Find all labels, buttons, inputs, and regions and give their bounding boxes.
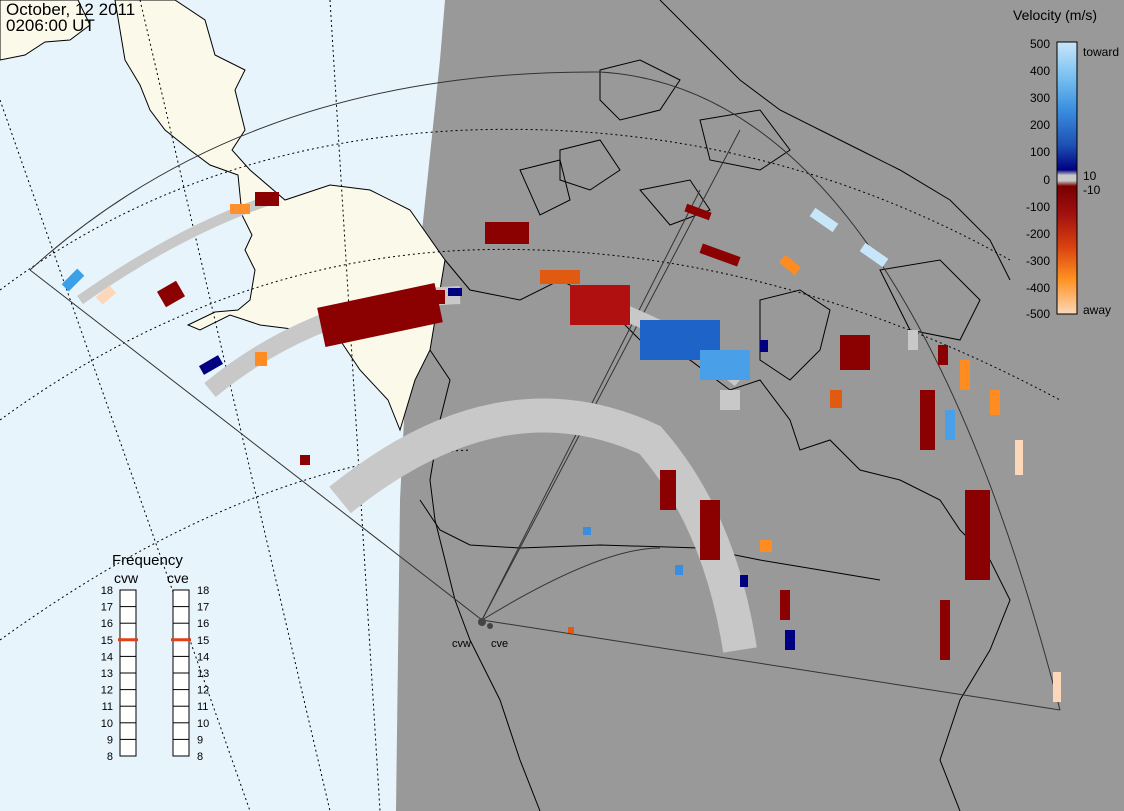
radar-sites: [478, 618, 493, 629]
frequency-bars: [118, 589, 191, 757]
cve-site-marker: [487, 623, 493, 629]
date-label: October, 12 2011: [6, 0, 136, 19]
velocity-legend: Velocity (m/s) toward away 500 400 300 200 1…: [1013, 7, 1119, 321]
frequency-tick-label-left: 13: [101, 668, 113, 680]
frequency-tick-label-right: 16: [197, 618, 209, 630]
coastlines: [419, 0, 1011, 811]
velocity-away-label: away: [1083, 303, 1111, 317]
velocity-toward-label: toward: [1083, 45, 1119, 59]
velocity-tick-label: 0: [1043, 173, 1050, 187]
frequency-tick-label-left: 15: [101, 635, 113, 647]
frequency-legend-title: Frequency: [112, 552, 183, 569]
velocity-tick-label: -100: [1026, 200, 1050, 214]
velocity-tick-labels: 500400300200100100-10-100-200-300-400-50…: [1026, 37, 1101, 321]
cvw-site-label: cvw: [452, 638, 471, 650]
velocity-tick-label: 400: [1030, 64, 1050, 78]
velocity-tick-label: 500: [1030, 37, 1050, 51]
frequency-cvw-label: cvw: [114, 570, 139, 586]
frequency-tick-label-left: 11: [102, 701, 113, 713]
frequency-tick-label-right: 9: [197, 734, 203, 746]
frequency-tick-label-left: 16: [101, 618, 113, 630]
frequency-tick-label-right: 15: [197, 635, 209, 647]
frequency-tick-label-right: 17: [197, 602, 209, 614]
frequency-tick-label-right: 10: [197, 718, 209, 730]
frequency-tick-label-left: 9: [107, 734, 113, 746]
velocity-tick-label: 300: [1030, 91, 1050, 105]
frequency-legend: Frequency cvw cve 18 18 17 17 16 16 15 15 14 14 13…: [101, 552, 210, 763]
frequency-tick-label-right: 18: [197, 585, 209, 597]
velocity-tick-label: -300: [1026, 254, 1050, 268]
velocity-tick-label: 100: [1030, 145, 1050, 159]
time-label: 0206:00 UT: [6, 16, 95, 35]
frequency-tick-label-right: 8: [197, 751, 203, 763]
velocity-tick-label: -10: [1083, 183, 1101, 197]
cvw-site-marker: [478, 618, 486, 626]
frequency-tick-label-left: 14: [101, 651, 113, 663]
frequency-tick-label-left: 17: [101, 602, 113, 614]
frequency-tick-label-right: 11: [197, 701, 208, 713]
frequency-tick-label-left: 8: [107, 751, 113, 763]
frequency-tick-label-left: 10: [101, 718, 113, 730]
frequency-cve-label: cve: [167, 570, 189, 586]
velocity-tick-label: -500: [1026, 307, 1050, 321]
velocity-legend-title: Velocity (m/s): [1013, 7, 1097, 23]
velocity-tick-label: -200: [1026, 227, 1050, 241]
velocity-tick-label: 10: [1083, 169, 1097, 183]
frequency-tick-labels: 18 18 17 17 16 16 15 15 14 14 13 13 12 12 11 11 10 10 9 9 8 8: [101, 585, 210, 763]
frequency-tick-label-right: 14: [197, 651, 209, 663]
timestamp-header: October, 12 2011 0206:00 UT: [6, 0, 136, 35]
velocity-tick-label: 200: [1030, 118, 1050, 132]
frequency-tick-label-left: 12: [101, 685, 113, 697]
cve-site-label: cve: [491, 638, 508, 650]
frequency-tick-label-right: 12: [197, 685, 209, 697]
velocity-tick-label: -400: [1026, 281, 1050, 295]
velocity-colorbar: [1056, 41, 1078, 315]
frequency-tick-label-right: 13: [197, 668, 209, 680]
frequency-tick-label-left: 18: [101, 585, 113, 597]
graticule: [0, 0, 1061, 811]
velocity-echoes: [61, 192, 1061, 702]
